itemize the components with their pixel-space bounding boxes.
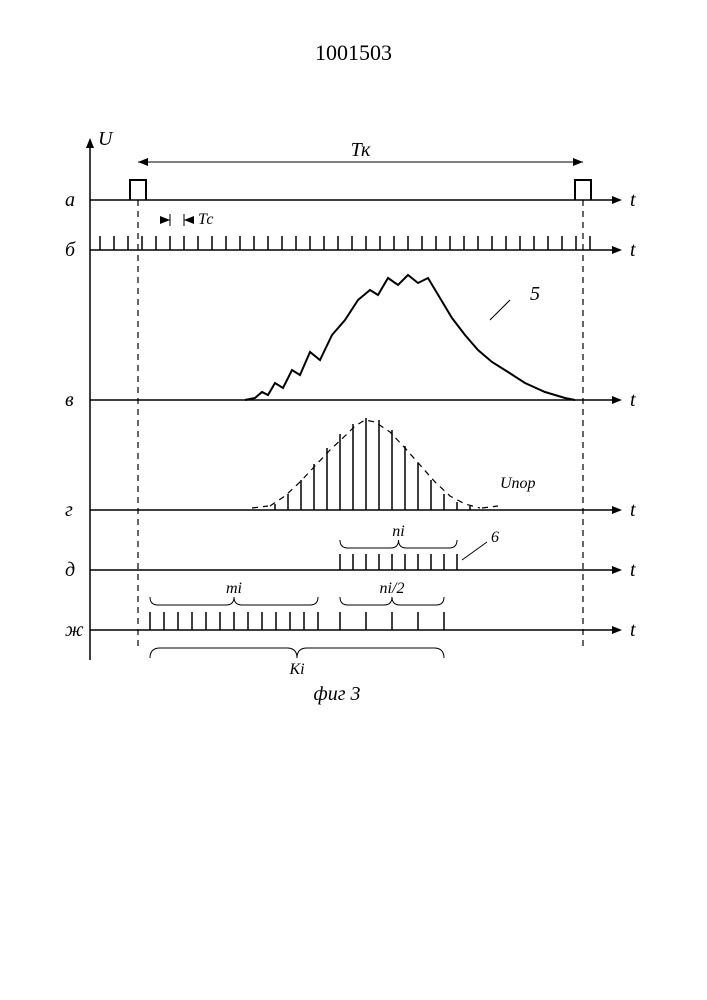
svg-text:Тс: Тс (198, 211, 213, 228)
svg-text:Тк: Тк (351, 139, 371, 161)
svg-text:t: t (630, 189, 636, 211)
svg-text:г: г (65, 499, 73, 521)
svg-text:ж: ж (65, 619, 84, 641)
envelope-curve (245, 275, 575, 400)
svg-text:t: t (630, 239, 636, 261)
svg-text:в: в (65, 389, 74, 411)
svg-text:Ki: Ki (288, 661, 304, 678)
svg-text:б: б (65, 239, 76, 261)
svg-text:t: t (630, 559, 636, 581)
svg-text:U: U (98, 128, 114, 150)
svg-text:д: д (65, 559, 75, 581)
timing-diagram: 1001503 Uа б в г д ж t Тк t Тс t 5 t Uпор t ni 6 t mi ni/2 Ki… (0, 0, 707, 1000)
svg-text:а: а (65, 189, 75, 211)
svg-text:6: 6 (491, 529, 499, 546)
svg-text:ni/2: ni/2 (380, 580, 405, 597)
svg-text:mi: mi (226, 580, 242, 597)
figure-caption: фиг 3 (314, 683, 361, 705)
svg-text:t: t (630, 389, 636, 411)
svg-text:ni: ni (392, 523, 404, 540)
doc-number: 1001503 (315, 40, 392, 65)
svg-text:t: t (630, 619, 636, 641)
svg-text:t: t (630, 499, 636, 521)
svg-text:Uпор: Uпор (500, 475, 536, 492)
svg-text:5: 5 (530, 283, 540, 305)
